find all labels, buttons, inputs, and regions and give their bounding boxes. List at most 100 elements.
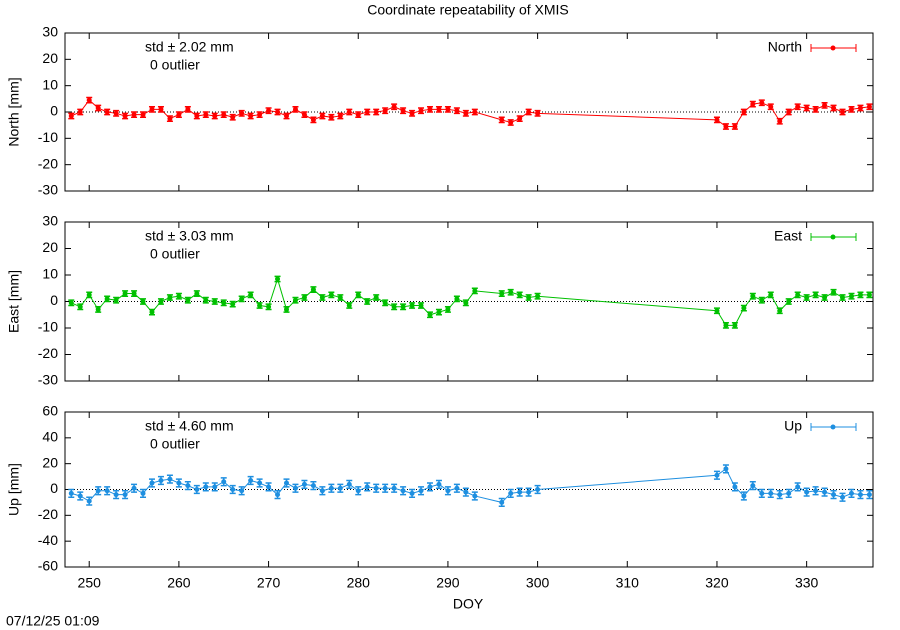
data-point	[131, 112, 137, 118]
x-tick-label: 320	[705, 575, 729, 591]
data-point	[786, 299, 792, 304]
data-point	[400, 108, 406, 114]
data-point	[301, 295, 307, 301]
data-point	[508, 120, 514, 126]
data-point	[499, 117, 505, 123]
data-point	[418, 488, 424, 494]
data-point	[355, 112, 361, 118]
data-point	[857, 292, 863, 298]
data-point	[786, 490, 792, 496]
data-point	[526, 489, 532, 495]
data-point	[768, 490, 774, 496]
y-axis-label: East [mm]	[6, 270, 22, 333]
y-tick-label: 10	[42, 266, 58, 282]
data-point	[714, 308, 720, 314]
y-tick-label: -10	[38, 319, 58, 335]
data-point	[723, 322, 729, 328]
data-point	[212, 299, 218, 304]
data-point	[149, 480, 155, 486]
data-point	[831, 105, 837, 111]
data-point	[535, 293, 541, 299]
data-point	[176, 480, 182, 486]
y-tick-label: 60	[42, 403, 58, 419]
data-point	[759, 297, 765, 303]
data-point	[822, 102, 828, 108]
data-point	[68, 300, 74, 306]
data-point	[382, 485, 388, 491]
data-point	[284, 480, 290, 486]
data-point	[804, 295, 810, 301]
data-point	[768, 292, 774, 298]
data-point	[275, 109, 281, 115]
data-point	[131, 485, 137, 491]
data-point	[310, 117, 316, 123]
data-point	[499, 291, 505, 297]
data-point	[275, 276, 281, 282]
x-tick-label: 270	[257, 575, 281, 591]
data-point	[239, 296, 245, 302]
data-point	[203, 112, 209, 118]
data-point	[284, 306, 290, 312]
std-label: std ± 4.60 mm	[145, 418, 234, 434]
data-point	[866, 104, 872, 110]
data-point	[472, 109, 478, 115]
data-point	[346, 109, 352, 115]
data-point	[310, 287, 316, 293]
data-point	[194, 291, 200, 297]
data-point	[409, 302, 415, 308]
data-point	[203, 297, 209, 303]
y-tick-label: -30	[38, 182, 58, 198]
data-point	[149, 309, 155, 315]
data-point	[866, 492, 872, 498]
data-point	[777, 308, 783, 314]
data-point	[275, 492, 281, 498]
data-point	[418, 108, 424, 114]
data-point	[86, 498, 92, 504]
x-tick-label: 260	[167, 575, 191, 591]
data-point	[526, 109, 532, 115]
data-point	[140, 490, 146, 496]
data-point	[319, 488, 325, 494]
data-point	[508, 490, 514, 496]
data-point	[310, 483, 316, 489]
data-point	[176, 293, 182, 299]
data-point	[382, 108, 388, 114]
data-point	[714, 472, 720, 478]
data-point	[292, 485, 298, 491]
data-point	[848, 106, 854, 112]
data-point	[292, 297, 298, 303]
data-point	[427, 312, 433, 318]
data-point	[373, 295, 379, 301]
data-point	[804, 105, 810, 111]
data-point	[239, 110, 245, 116]
data-point	[463, 300, 469, 306]
data-point	[113, 297, 119, 303]
data-point	[185, 106, 191, 112]
data-point	[732, 123, 738, 129]
data-point	[328, 114, 334, 120]
data-point	[400, 488, 406, 494]
data-point	[732, 484, 738, 490]
y-tick-label: -30	[38, 372, 58, 388]
data-point	[436, 309, 442, 315]
legend-marker	[830, 424, 836, 430]
outlier-label: 0 outlier	[150, 57, 200, 73]
data-point	[508, 289, 514, 295]
data-point	[418, 302, 424, 308]
data-point	[167, 476, 173, 482]
data-point	[454, 485, 460, 491]
y-tick-label: -20	[38, 155, 58, 171]
data-point	[230, 301, 236, 307]
data-point	[221, 112, 227, 118]
data-point	[517, 292, 523, 298]
data-point	[795, 292, 801, 298]
y-tick-label: 0	[50, 480, 58, 496]
data-point	[95, 306, 101, 312]
series-line	[71, 277, 870, 326]
data-point	[122, 291, 128, 297]
data-point	[86, 97, 92, 103]
data-point	[266, 108, 272, 114]
data-point	[400, 304, 406, 310]
data-point	[786, 109, 792, 115]
